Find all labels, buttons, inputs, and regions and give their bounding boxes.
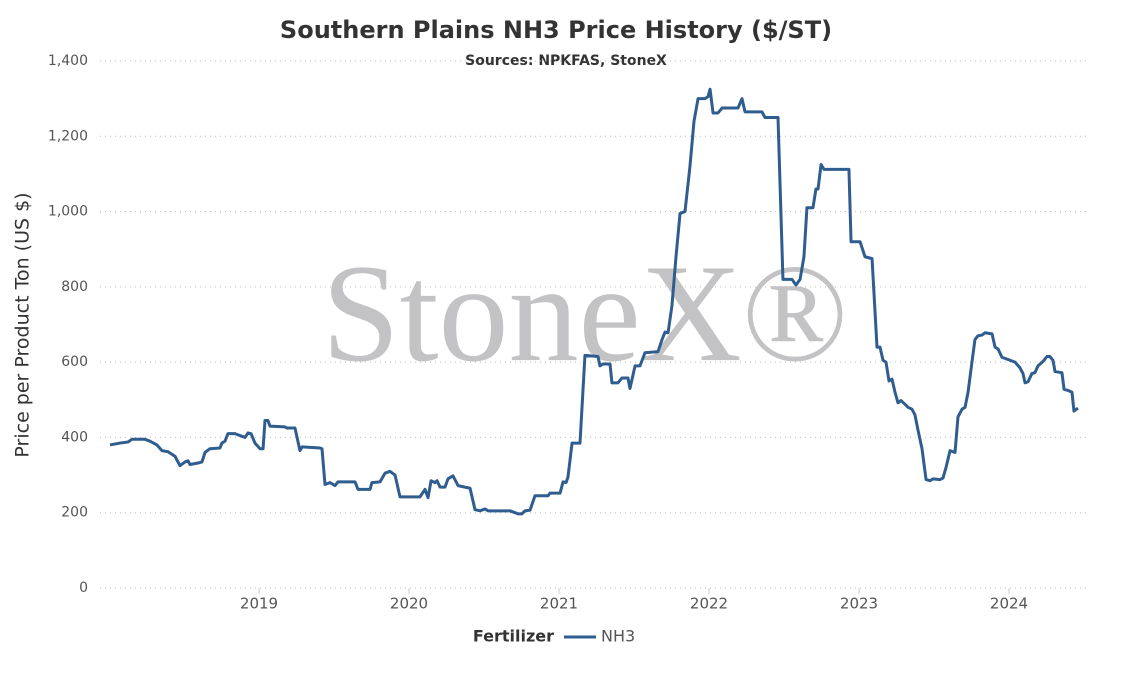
y-tick-label: 400: [61, 429, 88, 445]
x-tick-label: 2022: [690, 595, 728, 613]
x-tick-label: 2023: [840, 595, 878, 613]
x-tick-label: 2021: [540, 595, 578, 613]
x-tick-label: 2024: [990, 595, 1028, 613]
y-tick-label: 1,400: [48, 53, 88, 69]
y-tick-label: 200: [61, 505, 88, 521]
y-tick-label: 0: [79, 580, 88, 596]
y-axis-label: Price per Product Ton (US $): [12, 192, 34, 457]
x-tick-label: 2019: [240, 595, 278, 613]
chart-subtitle: Sources: NPKFAS, StoneX: [465, 53, 667, 69]
y-tick-label: 800: [61, 279, 88, 295]
y-tick-label: 1,200: [48, 128, 88, 144]
chart-title: Southern Plains NH3 Price History ($/ST): [280, 16, 832, 44]
series-line: [109, 87, 1079, 516]
legend-title: Fertilizer: [473, 627, 554, 646]
x-tick-label: 2020: [390, 595, 428, 613]
legend: Fertilizer NH3: [473, 627, 635, 646]
legend-label: NH3: [601, 627, 635, 646]
y-tick-label: 1,000: [48, 204, 88, 220]
y-tick-label: 600: [61, 354, 88, 370]
